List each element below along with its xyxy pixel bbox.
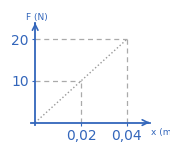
Text: F (N): F (N) xyxy=(26,13,48,22)
Text: x (m): x (m) xyxy=(151,128,170,136)
